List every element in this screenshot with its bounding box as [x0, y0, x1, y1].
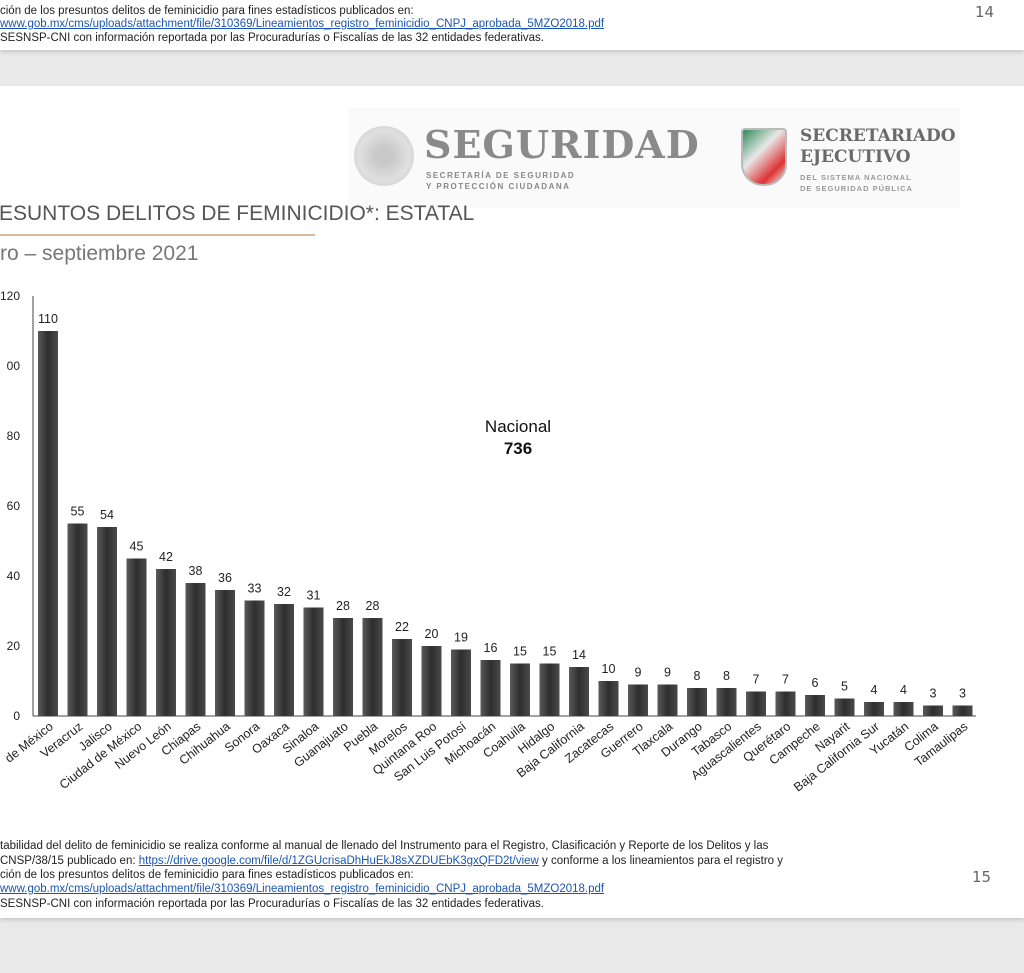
bar — [923, 705, 943, 716]
data-label: 16 — [484, 641, 498, 655]
title-underline — [0, 234, 315, 236]
bar — [716, 688, 737, 716]
data-label: 54 — [100, 508, 114, 522]
national-seal-icon — [354, 126, 414, 186]
page-title: ESUNTOS DELITOS DE FEMINICIDIO*: ESTATAL — [0, 202, 475, 225]
bar — [185, 583, 206, 716]
bar — [893, 702, 914, 716]
bar — [687, 688, 707, 716]
data-label: 9 — [664, 666, 671, 680]
footnote-line: SESNSP-CNI con información reportada por… — [0, 32, 544, 44]
page-subtitle: ro – septiembre 2021 — [0, 242, 199, 265]
bar — [333, 618, 353, 716]
logo-secretariado: SECRETARIADO EJECUTIVO — [800, 126, 956, 167]
data-label: 8 — [694, 669, 701, 683]
bar — [362, 618, 383, 716]
bar — [67, 523, 88, 716]
logo-seguridad-subtitle: SECRETARÍA DE SEGURIDAD Y PROTECCIÓN CIUD… — [426, 171, 576, 191]
data-label: 10 — [602, 662, 616, 676]
bar — [451, 649, 471, 716]
data-label: 4 — [871, 683, 878, 697]
footnote-link[interactable]: www.gob.mx/cms/uploads/attachment/file/3… — [0, 18, 605, 30]
data-label: 3 — [959, 687, 966, 701]
bar — [215, 590, 235, 716]
footnote-line: SESNSP-CNI con información reportada por… — [0, 898, 544, 910]
data-label: 110 — [38, 312, 58, 326]
y-tick-label: 60 — [7, 499, 21, 513]
footnote-line: ción de los presuntos delitos de feminic… — [0, 5, 414, 17]
data-label: 32 — [277, 585, 291, 599]
bar — [392, 639, 412, 716]
data-label: 38 — [189, 564, 203, 578]
page-number: 15 — [972, 868, 992, 886]
bar — [539, 663, 560, 716]
bar — [834, 698, 855, 716]
bar — [657, 684, 678, 716]
bar — [244, 600, 265, 716]
y-tick-label: 80 — [7, 429, 21, 443]
y-tick-label: 120 — [0, 289, 20, 303]
institution-logo: SEGURIDAD SECRETARÍA DE SEGURIDAD Y PROTE… — [348, 108, 960, 208]
logo-seguridad: SEGURIDAD — [424, 122, 700, 167]
data-label: 4 — [900, 683, 907, 697]
page-number: 14 — [975, 3, 995, 21]
bar — [598, 681, 619, 716]
data-label: 5 — [841, 680, 848, 694]
data-label: 36 — [218, 571, 232, 585]
y-tick-label: 40 — [7, 569, 21, 583]
national-total: Nacional 736 — [470, 416, 566, 460]
footnote-link[interactable]: www.gob.mx/cms/uploads/attachment/file/3… — [0, 883, 605, 895]
bar — [97, 527, 117, 716]
bar — [38, 331, 58, 716]
data-label: 7 — [753, 673, 760, 687]
bar — [480, 660, 501, 716]
bar — [569, 667, 589, 716]
shield-icon — [741, 128, 787, 186]
footnote-line: CNSP/38/15 publicado en: https://drive.g… — [0, 855, 783, 867]
data-label: 3 — [930, 687, 937, 701]
bar — [952, 705, 973, 716]
data-label: 6 — [812, 676, 819, 690]
data-label: 15 — [543, 645, 557, 659]
bar — [421, 646, 442, 716]
bar — [303, 607, 324, 716]
data-label: 28 — [366, 599, 380, 613]
data-label: 33 — [248, 582, 262, 596]
logo-secretariado-subtitle: DEL SISTEMA NACIONAL DE SEGURIDAD PÚBLICA — [800, 173, 913, 193]
bar — [746, 691, 766, 716]
bar — [805, 695, 825, 716]
data-label: 55 — [71, 505, 85, 519]
bar — [510, 663, 530, 716]
bar — [864, 702, 884, 716]
data-label: 15 — [513, 645, 527, 659]
bar — [126, 558, 147, 716]
current-page: SEGURIDAD SECRETARÍA DE SEGURIDAD Y PROTE… — [0, 86, 1024, 918]
y-tick-label: 20 — [7, 639, 21, 653]
data-label: 31 — [307, 589, 321, 603]
footnote-link[interactable]: https://drive.google.com/file/d/1ZGUcris… — [138, 855, 539, 867]
bar — [775, 691, 796, 716]
y-tick-label: 0 — [13, 709, 20, 723]
data-label: 28 — [336, 599, 350, 613]
data-label: 9 — [635, 666, 642, 680]
previous-page: ción de los presuntos delitos de feminic… — [0, 0, 1024, 50]
data-label: 45 — [130, 540, 144, 554]
bar — [156, 569, 176, 716]
national-value: 736 — [503, 439, 533, 458]
data-label: 14 — [572, 648, 586, 662]
data-label: 7 — [782, 673, 789, 687]
bar — [274, 604, 294, 716]
data-label: 20 — [425, 627, 439, 641]
data-label: 42 — [159, 550, 173, 564]
data-label: 8 — [723, 669, 730, 683]
data-label: 22 — [395, 620, 409, 634]
data-label: 19 — [454, 631, 468, 645]
footnote-line: ción de los presuntos delitos de feminic… — [0, 869, 414, 881]
footnote-line: tabilidad del delito de feminicidio se r… — [0, 840, 769, 852]
y-tick-label: 00 — [7, 359, 21, 373]
bar — [628, 684, 648, 716]
national-label: Nacional — [484, 417, 552, 436]
